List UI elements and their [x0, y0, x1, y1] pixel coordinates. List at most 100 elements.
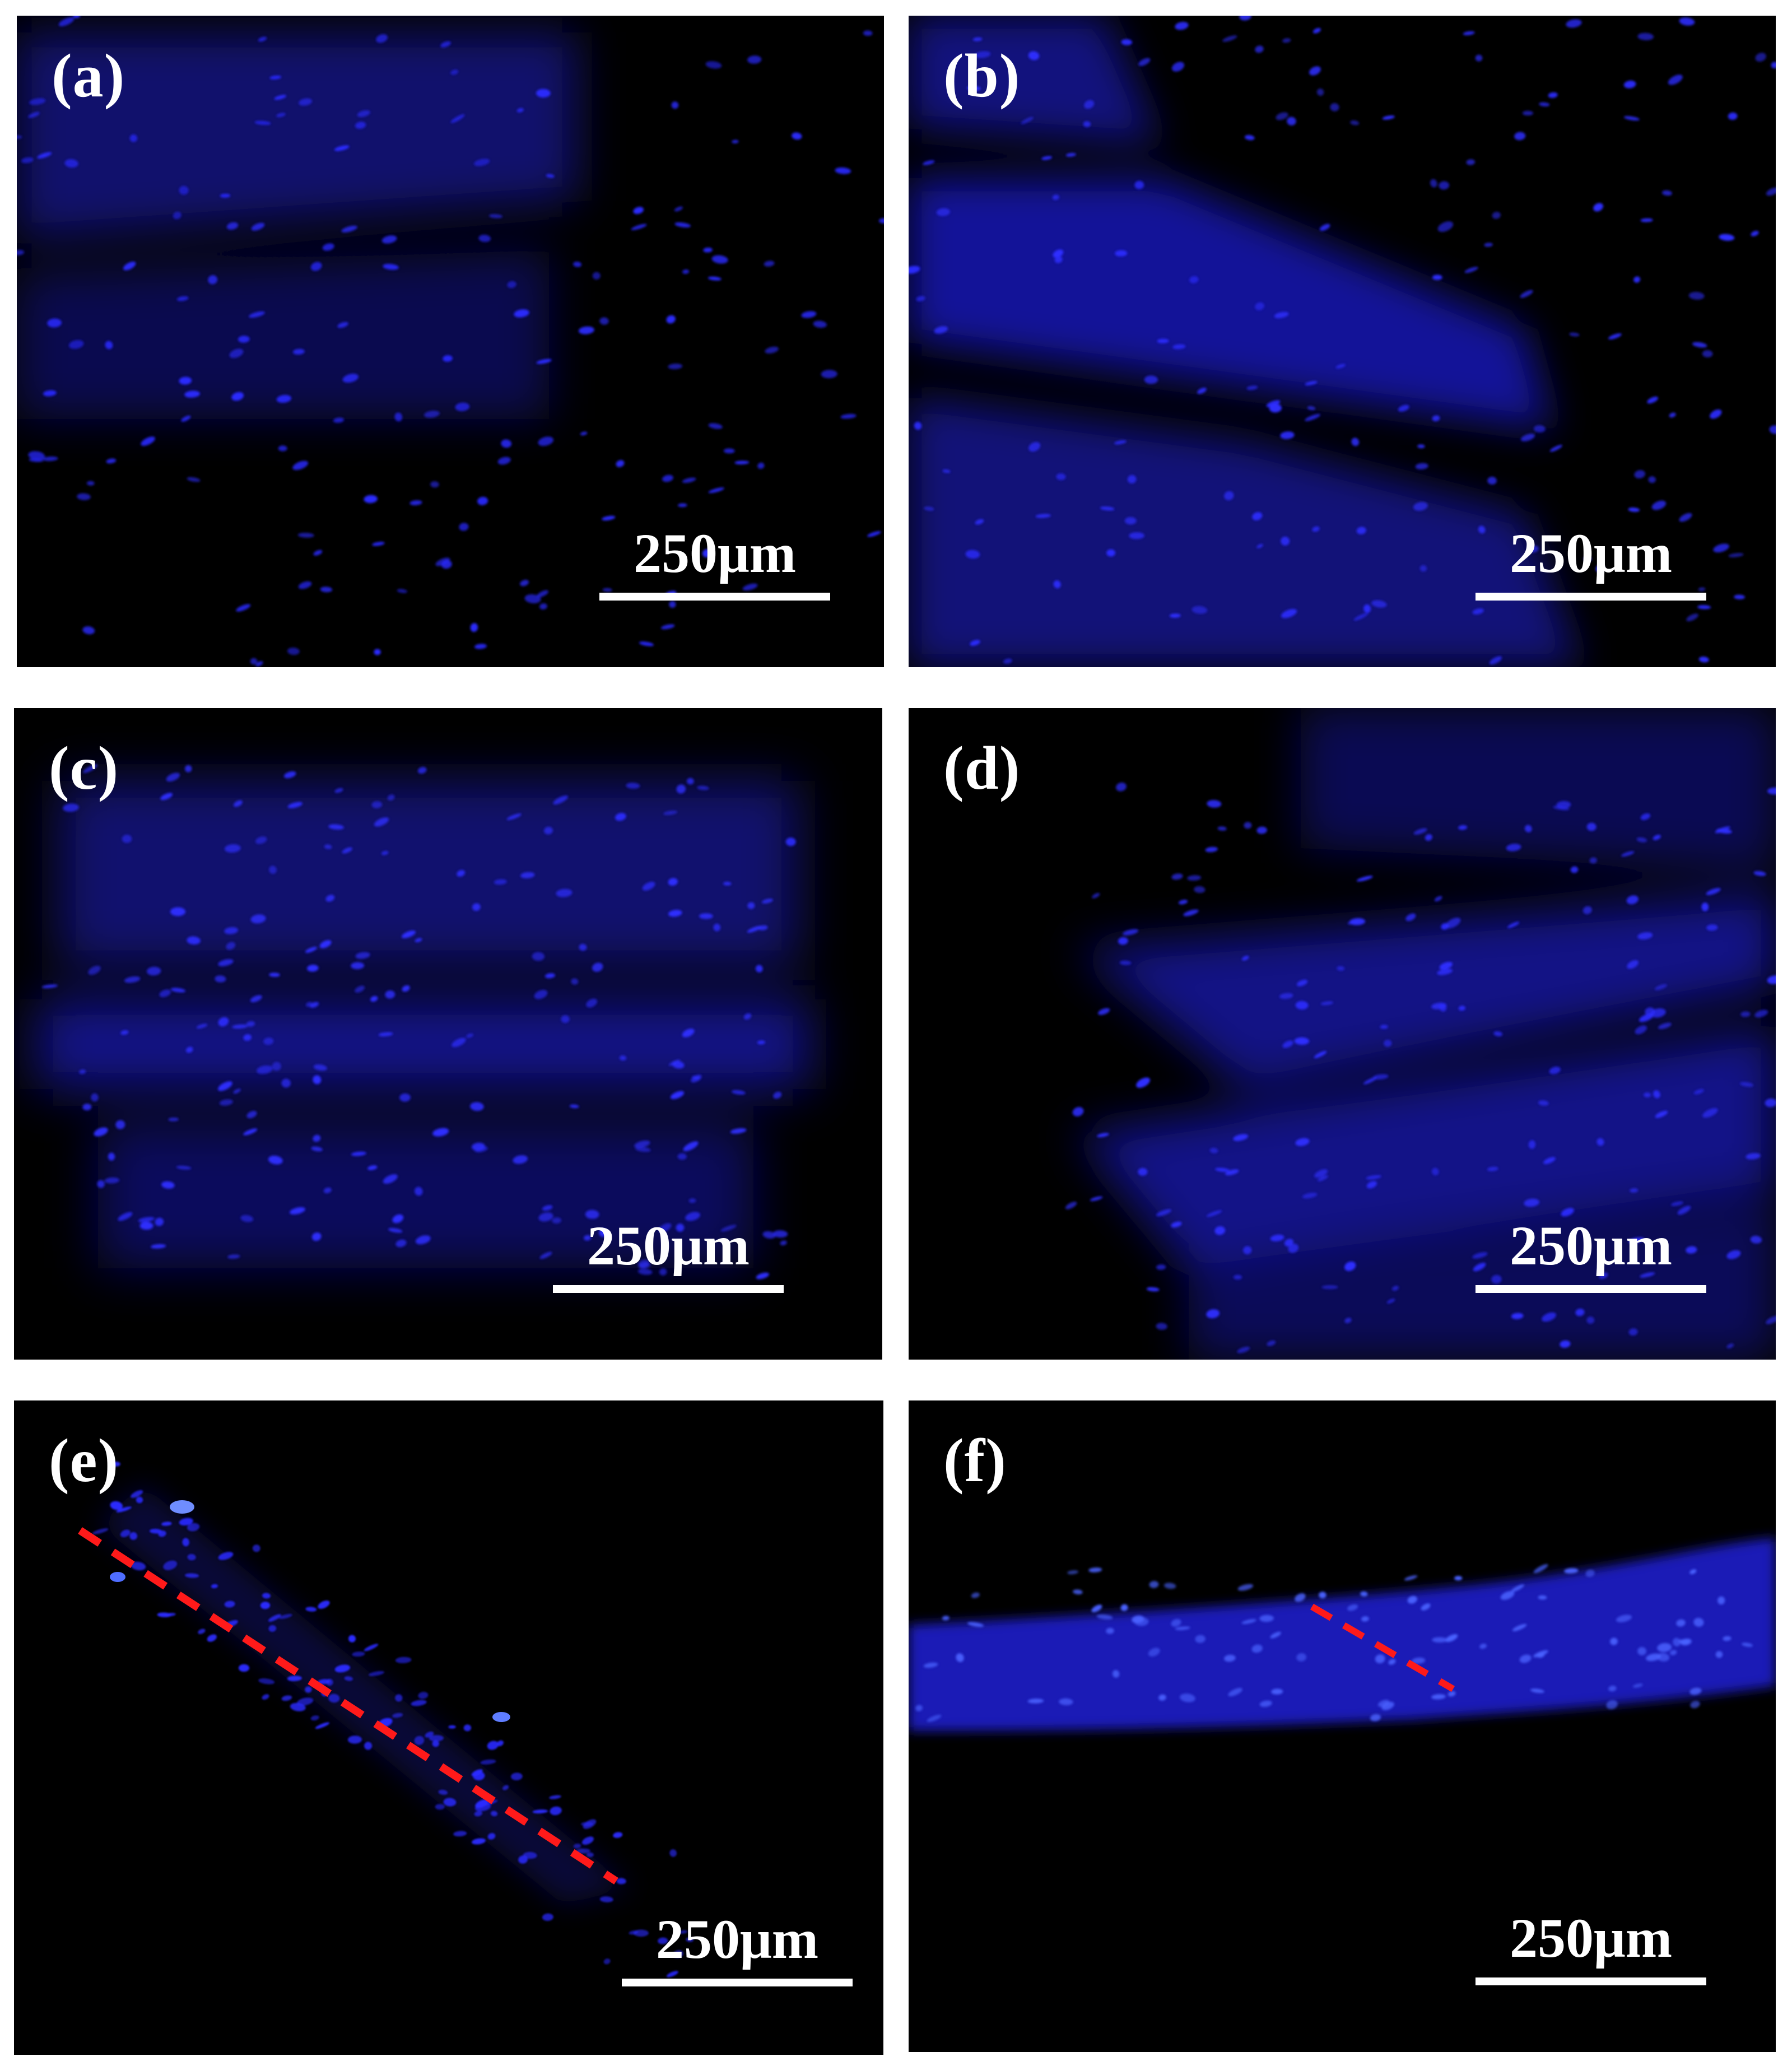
- nucleus: [635, 1147, 651, 1152]
- scale-bar-a: 250μm: [599, 525, 830, 601]
- nucleus: [344, 1676, 353, 1681]
- nucleus: [631, 224, 647, 230]
- nucleus: [155, 1217, 164, 1226]
- nucleus: [1596, 1138, 1604, 1146]
- nucleus: [374, 649, 381, 655]
- nucleus: [418, 1692, 429, 1699]
- nucleus: [1489, 656, 1502, 665]
- nucleus: [1753, 871, 1766, 876]
- nucleus: [1421, 1603, 1431, 1611]
- nucleus: [1533, 425, 1546, 433]
- nucleus: [1673, 1637, 1681, 1647]
- nucleus: [1651, 500, 1667, 510]
- nucleus: [1171, 1221, 1182, 1228]
- nucleus: [1686, 1246, 1697, 1254]
- nucleus: [1662, 190, 1672, 196]
- nucleus: [1307, 406, 1316, 411]
- nucleus: [537, 590, 549, 598]
- nucleus: [318, 1600, 330, 1609]
- nucleus: [1021, 117, 1034, 124]
- nucleus: [1608, 1686, 1617, 1692]
- nucleus: [1726, 1250, 1741, 1259]
- nucleus: [179, 376, 192, 385]
- nucleus: [139, 1221, 153, 1230]
- nucleus: [633, 1929, 649, 1937]
- nucleus: [283, 771, 296, 779]
- nucleus: [255, 836, 267, 844]
- nucleus: [351, 962, 365, 970]
- nucleus: [494, 879, 507, 885]
- nucleus: [37, 152, 52, 159]
- nucleus: [1715, 826, 1730, 834]
- red-dashed-marker: [1310, 1603, 1455, 1692]
- nucleus: [1314, 1051, 1327, 1058]
- nucleus: [141, 436, 155, 446]
- nucleus: [1561, 1208, 1574, 1217]
- nucleus: [1088, 1567, 1102, 1572]
- nucleus: [544, 973, 556, 979]
- nucleus: [603, 1958, 611, 1965]
- nucleus: [1522, 110, 1534, 116]
- nucleus: [1053, 249, 1064, 258]
- nucleus: [287, 802, 303, 808]
- nucleus: [1270, 1631, 1281, 1639]
- nucleus: [613, 1832, 623, 1838]
- nucleus: [965, 550, 980, 559]
- nucleus: [246, 1111, 257, 1119]
- nucleus: [448, 1725, 456, 1729]
- nucleus: [773, 1091, 782, 1099]
- nucleus: [457, 870, 466, 877]
- nucleus: [1586, 822, 1596, 831]
- nucleus: [181, 415, 191, 422]
- nucleus: [1321, 1285, 1338, 1290]
- nucleus: [1702, 350, 1713, 358]
- nucleus: [170, 907, 186, 916]
- nucleus: [687, 778, 694, 785]
- nucleus: [224, 1600, 235, 1608]
- nucleus: [1520, 290, 1533, 298]
- nucleus: [86, 481, 95, 486]
- nucleus: [307, 965, 319, 972]
- nucleus: [124, 976, 141, 983]
- nucleus: [250, 914, 266, 924]
- nucleus: [536, 359, 552, 364]
- nucleus: [1391, 1286, 1399, 1291]
- nucleus: [208, 275, 218, 285]
- nucleus: [435, 557, 450, 566]
- nucleus: [1635, 1025, 1647, 1035]
- nucleus: [347, 1735, 362, 1744]
- nucleus: [552, 1217, 561, 1224]
- nucleus: [757, 1040, 765, 1045]
- nucleus: [1407, 1595, 1417, 1604]
- nucleus: [149, 1529, 162, 1534]
- nucleus: [166, 773, 180, 782]
- nucleus: [1363, 604, 1371, 613]
- scale-bar-line-b: [1476, 593, 1706, 601]
- nucleus: [915, 1705, 923, 1711]
- nucleus: [1466, 159, 1476, 165]
- nucleus: [348, 1635, 356, 1642]
- nucleus: [971, 1592, 980, 1598]
- nucleus: [1769, 425, 1776, 434]
- nucleus: [972, 37, 983, 41]
- nucleus: [187, 1553, 196, 1561]
- nucleus: [179, 185, 189, 195]
- nucleus: [198, 1628, 206, 1635]
- nucleus: [711, 255, 728, 264]
- nucleus: [1419, 565, 1427, 572]
- nucleus: [909, 266, 920, 274]
- nucleus: [435, 1804, 445, 1810]
- nucleus: [43, 390, 57, 397]
- nucleus: [1742, 1642, 1753, 1647]
- nucleus: [1255, 45, 1264, 53]
- nucleus: [496, 1740, 504, 1747]
- scale-bar-d: 250μm: [1476, 1218, 1706, 1293]
- nucleus: [82, 1104, 92, 1111]
- nucleus: [1388, 1659, 1396, 1665]
- nucleus: [1445, 1634, 1458, 1642]
- nucleus: [1194, 886, 1205, 894]
- nucleus: [1569, 332, 1580, 337]
- nucleus: [274, 95, 287, 100]
- nucleus: [542, 1913, 553, 1921]
- nucleus: [755, 965, 763, 972]
